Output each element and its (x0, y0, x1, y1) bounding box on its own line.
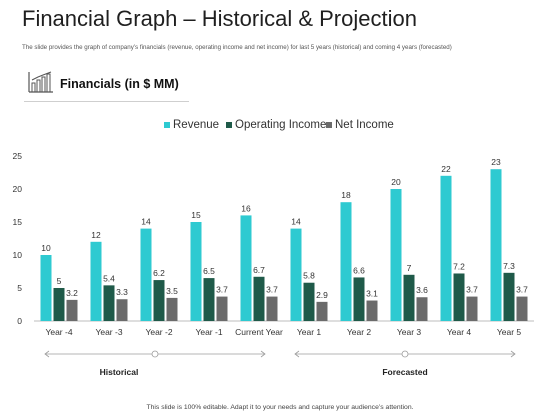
x-tick-label-3: Year -1 (195, 327, 222, 337)
x-tick-label-8: Year 4 (447, 327, 472, 337)
section-divider (24, 101, 189, 102)
section-title: Financials (in $ MM) (60, 77, 179, 91)
data-label-2-9: 3.7 (516, 285, 528, 295)
data-label-0-0: 10 (41, 243, 51, 253)
y-tick-label: 10 (13, 250, 23, 260)
y-tick-label: 5 (17, 283, 22, 293)
x-tick-label-6: Year 2 (347, 327, 372, 337)
x-tick-label-7: Year 3 (397, 327, 422, 337)
bar-1-3 (203, 278, 215, 321)
bar-1-6 (353, 277, 365, 321)
data-label-1-4: 6.7 (253, 265, 265, 275)
bar-2-8 (466, 296, 478, 321)
bar-1-5 (303, 282, 315, 321)
period-label-1: Forecasted (382, 367, 427, 377)
financials-bar-chart: Revenue Operating Income Net Income 0 5 10 15 2… (13, 119, 534, 377)
data-label-2-6: 3.1 (366, 289, 378, 299)
data-label-1-6: 6.6 (353, 265, 365, 275)
period-label-0: Historical (100, 367, 139, 377)
bar-2-6 (366, 300, 378, 321)
bar-0-9 (490, 169, 502, 321)
y-tick-label: 15 (13, 217, 23, 227)
data-label-1-8: 7.2 (453, 261, 465, 271)
bar-0-0 (40, 255, 52, 321)
data-label-2-4: 3.7 (266, 285, 278, 295)
bar-1-8 (453, 273, 465, 321)
page-subtitle: The slide provides the graph of company’… (22, 44, 452, 51)
page-title: Financial Graph – Historical & Projectio… (22, 6, 417, 31)
data-label-2-0: 3.2 (66, 288, 78, 298)
period-arrow-right-1 (510, 350, 516, 358)
data-label-1-9: 7.3 (503, 261, 515, 271)
bar-2-2 (166, 297, 178, 321)
data-label-1-2: 6.2 (153, 268, 165, 278)
bar-2-0 (66, 299, 78, 321)
y-tick-label: 0 (17, 316, 22, 326)
data-label-0-4: 16 (241, 203, 251, 213)
data-label-1-0: 5 (57, 276, 62, 286)
bar-1-0 (53, 288, 65, 321)
bar-2-7 (416, 297, 428, 321)
bar-1-1 (103, 285, 115, 321)
data-label-2-8: 3.7 (466, 285, 478, 295)
bar-1-9 (503, 272, 515, 321)
x-tick-label-2: Year -2 (145, 327, 172, 337)
bar-0-8 (440, 175, 452, 321)
period-marker-0 (151, 350, 159, 358)
data-label-0-9: 23 (491, 157, 501, 167)
data-label-1-3: 6.5 (203, 266, 215, 276)
legend-label-1: Operating Income (235, 119, 326, 131)
data-label-2-7: 3.6 (416, 285, 428, 295)
data-label-1-5: 5.8 (303, 271, 315, 281)
bar-1-2 (153, 280, 165, 321)
bar-0-3 (190, 222, 202, 321)
period-arrow-left-1 (294, 350, 300, 358)
data-label-0-6: 18 (341, 190, 351, 200)
bar-0-1 (90, 241, 102, 321)
bar-chart-icon (28, 71, 53, 93)
legend-label-0: Revenue (173, 119, 219, 131)
x-tick-label-4: Current Year (235, 327, 283, 337)
bar-2-1 (116, 299, 128, 321)
data-label-2-2: 3.5 (166, 286, 178, 296)
bar-0-5 (290, 228, 302, 321)
bar-0-4 (240, 215, 252, 321)
data-label-2-1: 3.3 (116, 287, 128, 297)
bar-2-9 (516, 296, 528, 321)
data-label-0-5: 14 (291, 217, 301, 227)
data-label-0-7: 20 (391, 177, 401, 187)
x-tick-label-0: Year -4 (45, 327, 72, 337)
data-label-0-3: 15 (191, 210, 201, 220)
x-tick-label-9: Year 5 (497, 327, 522, 337)
bar-2-3 (216, 296, 228, 321)
legend-swatch-1 (226, 122, 232, 128)
bar-1-4 (253, 276, 265, 321)
legend-swatch-2 (326, 122, 332, 128)
data-label-0-8: 22 (441, 164, 451, 174)
bar-0-6 (340, 202, 352, 321)
period-marker-1 (401, 350, 409, 358)
bar-0-2 (140, 228, 152, 321)
legend-swatch-0 (164, 122, 170, 128)
x-tick-label-1: Year -3 (95, 327, 122, 337)
legend-label-2: Net Income (335, 119, 394, 131)
y-tick-label: 25 (13, 151, 23, 161)
period-arrow-left-0 (44, 350, 50, 358)
data-label-0-1: 12 (91, 230, 101, 240)
data-label-2-5: 2.9 (316, 290, 328, 300)
data-label-2-3: 3.7 (216, 285, 228, 295)
footer-note: This slide is 100% editable. Adapt it to… (146, 404, 414, 411)
x-tick-label-5: Year 1 (297, 327, 322, 337)
period-arrow-right-0 (260, 350, 266, 358)
data-label-1-7: 7 (407, 263, 412, 273)
bar-2-5 (316, 301, 328, 321)
data-label-1-1: 5.4 (103, 273, 115, 283)
bar-1-7 (403, 274, 415, 321)
bar-2-4 (266, 296, 278, 321)
bar-0-7 (390, 189, 402, 321)
y-tick-label: 20 (13, 184, 23, 194)
data-label-0-2: 14 (141, 217, 151, 227)
